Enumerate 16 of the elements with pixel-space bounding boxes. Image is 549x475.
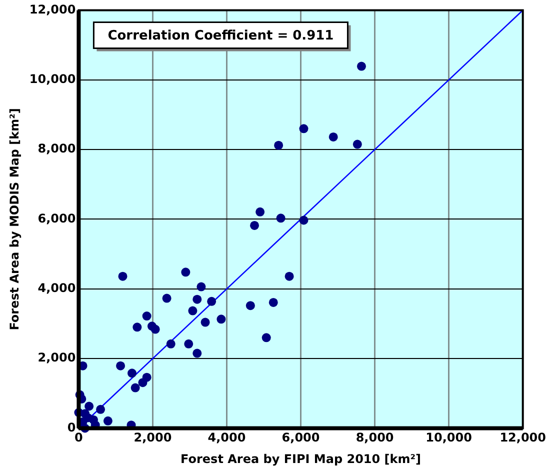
y-tick-label: 6,000 bbox=[38, 211, 76, 226]
y-tick-label: 10,000 bbox=[29, 72, 76, 86]
x-axis-title: Forest Area by FIPI Map 2010 [km²] bbox=[180, 452, 422, 466]
y-axis-title: Forest Area by MODIS Map [km²] bbox=[7, 108, 22, 330]
annotation: Correlation Coefficient = 0.911 bbox=[108, 28, 334, 44]
x-tick-label: 10,000 bbox=[426, 430, 472, 445]
x-tick-label: 4,000 bbox=[208, 430, 246, 445]
x-tick-label: 12,000 bbox=[500, 430, 546, 445]
y-tick-label: 2,000 bbox=[38, 350, 76, 365]
y-tick-label: 12,000 bbox=[29, 2, 76, 16]
x-tick-label: 8,000 bbox=[356, 430, 394, 445]
x-tick-label: 6,000 bbox=[282, 430, 320, 445]
x-tick-label: 2,000 bbox=[134, 430, 172, 445]
y-tick-label: 4,000 bbox=[38, 280, 76, 295]
y-tick-label: 0 bbox=[67, 420, 76, 434]
y-tick-label: 8,000 bbox=[38, 142, 76, 156]
